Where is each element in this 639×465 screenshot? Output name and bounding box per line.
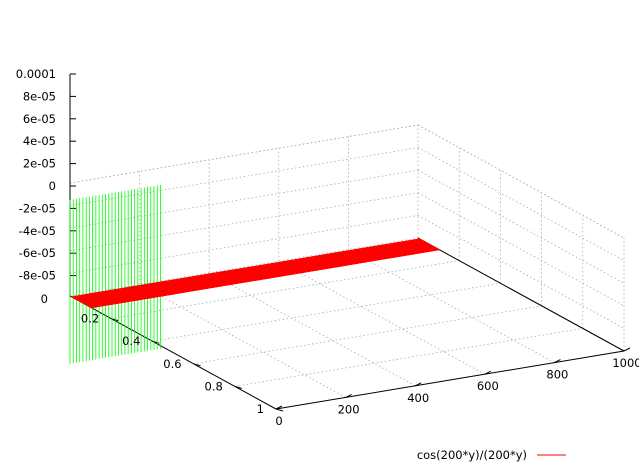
floor-grid-x bbox=[139, 284, 346, 398]
surface-line-red bbox=[235, 269, 256, 281]
y-tick-label: 0.6 bbox=[163, 357, 181, 371]
y-tick-label: 0.4 bbox=[122, 334, 140, 348]
floor-label: 0 bbox=[41, 292, 48, 306]
x-tick bbox=[345, 393, 352, 398]
wall-grid-top bbox=[69, 124, 419, 184]
x-axis-line bbox=[275, 350, 625, 410]
z-tick-label: 2e-05 bbox=[23, 157, 56, 171]
x-tick-label: 1000 bbox=[612, 356, 639, 370]
x-tick-label: 600 bbox=[477, 379, 499, 393]
wall-grid-z bbox=[69, 147, 419, 206]
wall-grid-top bbox=[417, 124, 625, 239]
z-tick-label: -8e-05 bbox=[19, 269, 56, 283]
z-tick-label: 0.0001 bbox=[16, 67, 56, 81]
y-tick bbox=[152, 340, 160, 344]
surface-line-red bbox=[255, 265, 277, 278]
surface-line-red bbox=[357, 248, 379, 261]
floor-grid-y bbox=[234, 328, 583, 387]
surface-line-red bbox=[91, 293, 113, 305]
x-tick-label: 200 bbox=[338, 402, 360, 416]
surface-line-red bbox=[419, 238, 440, 251]
surface-line-red bbox=[112, 289, 133, 302]
wall-grid-z bbox=[69, 215, 419, 274]
surface-line-red bbox=[173, 279, 195, 292]
floor-grid-x bbox=[209, 272, 416, 387]
tick-labels: 0.0001 8e-05 6e-05 4e-05 2e-05 0 -2e-05 -4e-05 -… bbox=[16, 67, 639, 428]
x-tick-label: 400 bbox=[407, 391, 429, 405]
y-tick bbox=[275, 408, 284, 412]
surface-line-red bbox=[337, 252, 358, 264]
z-tick-label: 0 bbox=[49, 179, 56, 193]
grid-lines bbox=[69, 124, 625, 410]
x-tick bbox=[554, 359, 561, 364]
y-tick-label: 0.8 bbox=[205, 379, 223, 393]
legend: cos(200*y)/(200*y) bbox=[417, 448, 566, 462]
x-tick bbox=[414, 382, 422, 387]
floor-grid-x bbox=[278, 260, 485, 375]
wall-grid-z bbox=[417, 192, 625, 307]
surface-line-red bbox=[71, 296, 92, 309]
y-tick-label: 0.2 bbox=[81, 312, 99, 326]
legend-label: cos(200*y)/(200*y) bbox=[417, 448, 527, 462]
surface-line-red bbox=[398, 241, 420, 254]
x-tick-label: 800 bbox=[546, 368, 568, 382]
wall-grid-z bbox=[417, 169, 625, 284]
z-tick-label: 6e-05 bbox=[23, 112, 56, 126]
x-tick bbox=[275, 405, 283, 410]
wall-grid-z bbox=[417, 147, 625, 261]
floor-grid-x bbox=[348, 249, 555, 363]
surface-mesh bbox=[69, 184, 440, 364]
wall-grid-z bbox=[69, 169, 419, 229]
surface-line-red bbox=[132, 286, 154, 298]
x-tick bbox=[623, 347, 631, 352]
surface-line-red bbox=[194, 276, 215, 288]
surface-line-red bbox=[276, 262, 297, 274]
surface-line-red bbox=[214, 272, 236, 285]
floor-grid-y bbox=[152, 282, 501, 342]
y-tick bbox=[193, 363, 201, 367]
floor-grid-y bbox=[111, 260, 460, 319]
wall-grid-z bbox=[417, 215, 625, 329]
z-tick-label: 4e-05 bbox=[23, 134, 56, 148]
z-tick-label: 8e-05 bbox=[23, 89, 56, 103]
z-tick-label: -4e-05 bbox=[19, 224, 56, 238]
wall-grid-z bbox=[69, 192, 419, 252]
surface-line-red bbox=[317, 255, 338, 268]
z-tick-label: -6e-05 bbox=[19, 246, 56, 260]
y-tick bbox=[234, 385, 242, 389]
surface-line-red bbox=[91, 249, 440, 309]
x-tick bbox=[484, 370, 492, 375]
wall-grid-z bbox=[69, 237, 419, 297]
surface-line-red bbox=[296, 258, 317, 271]
x-tick-label: 0 bbox=[275, 414, 282, 428]
y-axis-line bbox=[69, 295, 277, 410]
z-tick-label: -2e-05 bbox=[19, 201, 56, 215]
surface-line-red bbox=[378, 245, 399, 257]
base-edge bbox=[417, 237, 625, 352]
y-tick-label: 1 bbox=[257, 402, 264, 416]
floor-grid-y bbox=[193, 305, 542, 365]
surface-line-red bbox=[153, 282, 174, 295]
